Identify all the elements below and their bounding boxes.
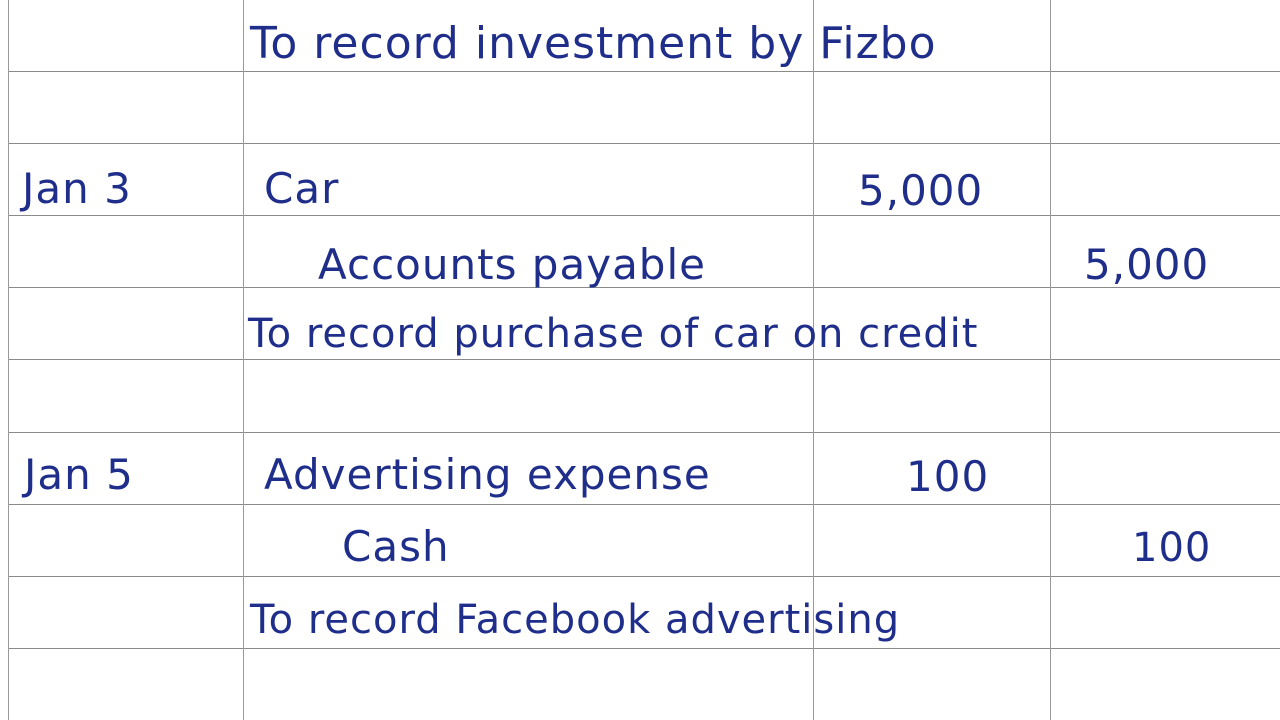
credit-account-accounts-payable: Accounts payable (318, 240, 706, 289)
column-divider (1050, 0, 1051, 720)
row-divider (8, 576, 1280, 577)
column-divider (8, 0, 9, 720)
row-divider (8, 215, 1280, 216)
debit-account-advertising-expense: Advertising expense (264, 450, 711, 499)
row-divider (8, 287, 1280, 288)
row-divider (8, 648, 1280, 649)
row-divider (8, 143, 1280, 144)
row-divider (8, 504, 1280, 505)
column-divider (243, 0, 244, 720)
debit-amount-advertising: 100 (906, 452, 990, 501)
credit-amount-cash: 100 (1132, 525, 1212, 571)
row-divider (8, 359, 1280, 360)
debit-account-car: Car (264, 164, 340, 213)
row-divider (8, 71, 1280, 72)
credit-account-cash: Cash (342, 522, 450, 571)
date-jan-3: Jan 3 (22, 164, 132, 213)
row-divider (8, 432, 1280, 433)
memo-facebook-advertising: To record Facebook advertising (250, 597, 901, 643)
credit-amount-accounts-payable: 5,000 (1084, 240, 1210, 289)
column-divider (813, 0, 814, 720)
memo-car-purchase: To record purchase of car on credit (248, 311, 979, 357)
memo-investment: To record investment by Fizbo (250, 18, 937, 69)
date-jan-5: Jan 5 (24, 450, 134, 499)
debit-amount-car: 5,000 (858, 166, 984, 215)
